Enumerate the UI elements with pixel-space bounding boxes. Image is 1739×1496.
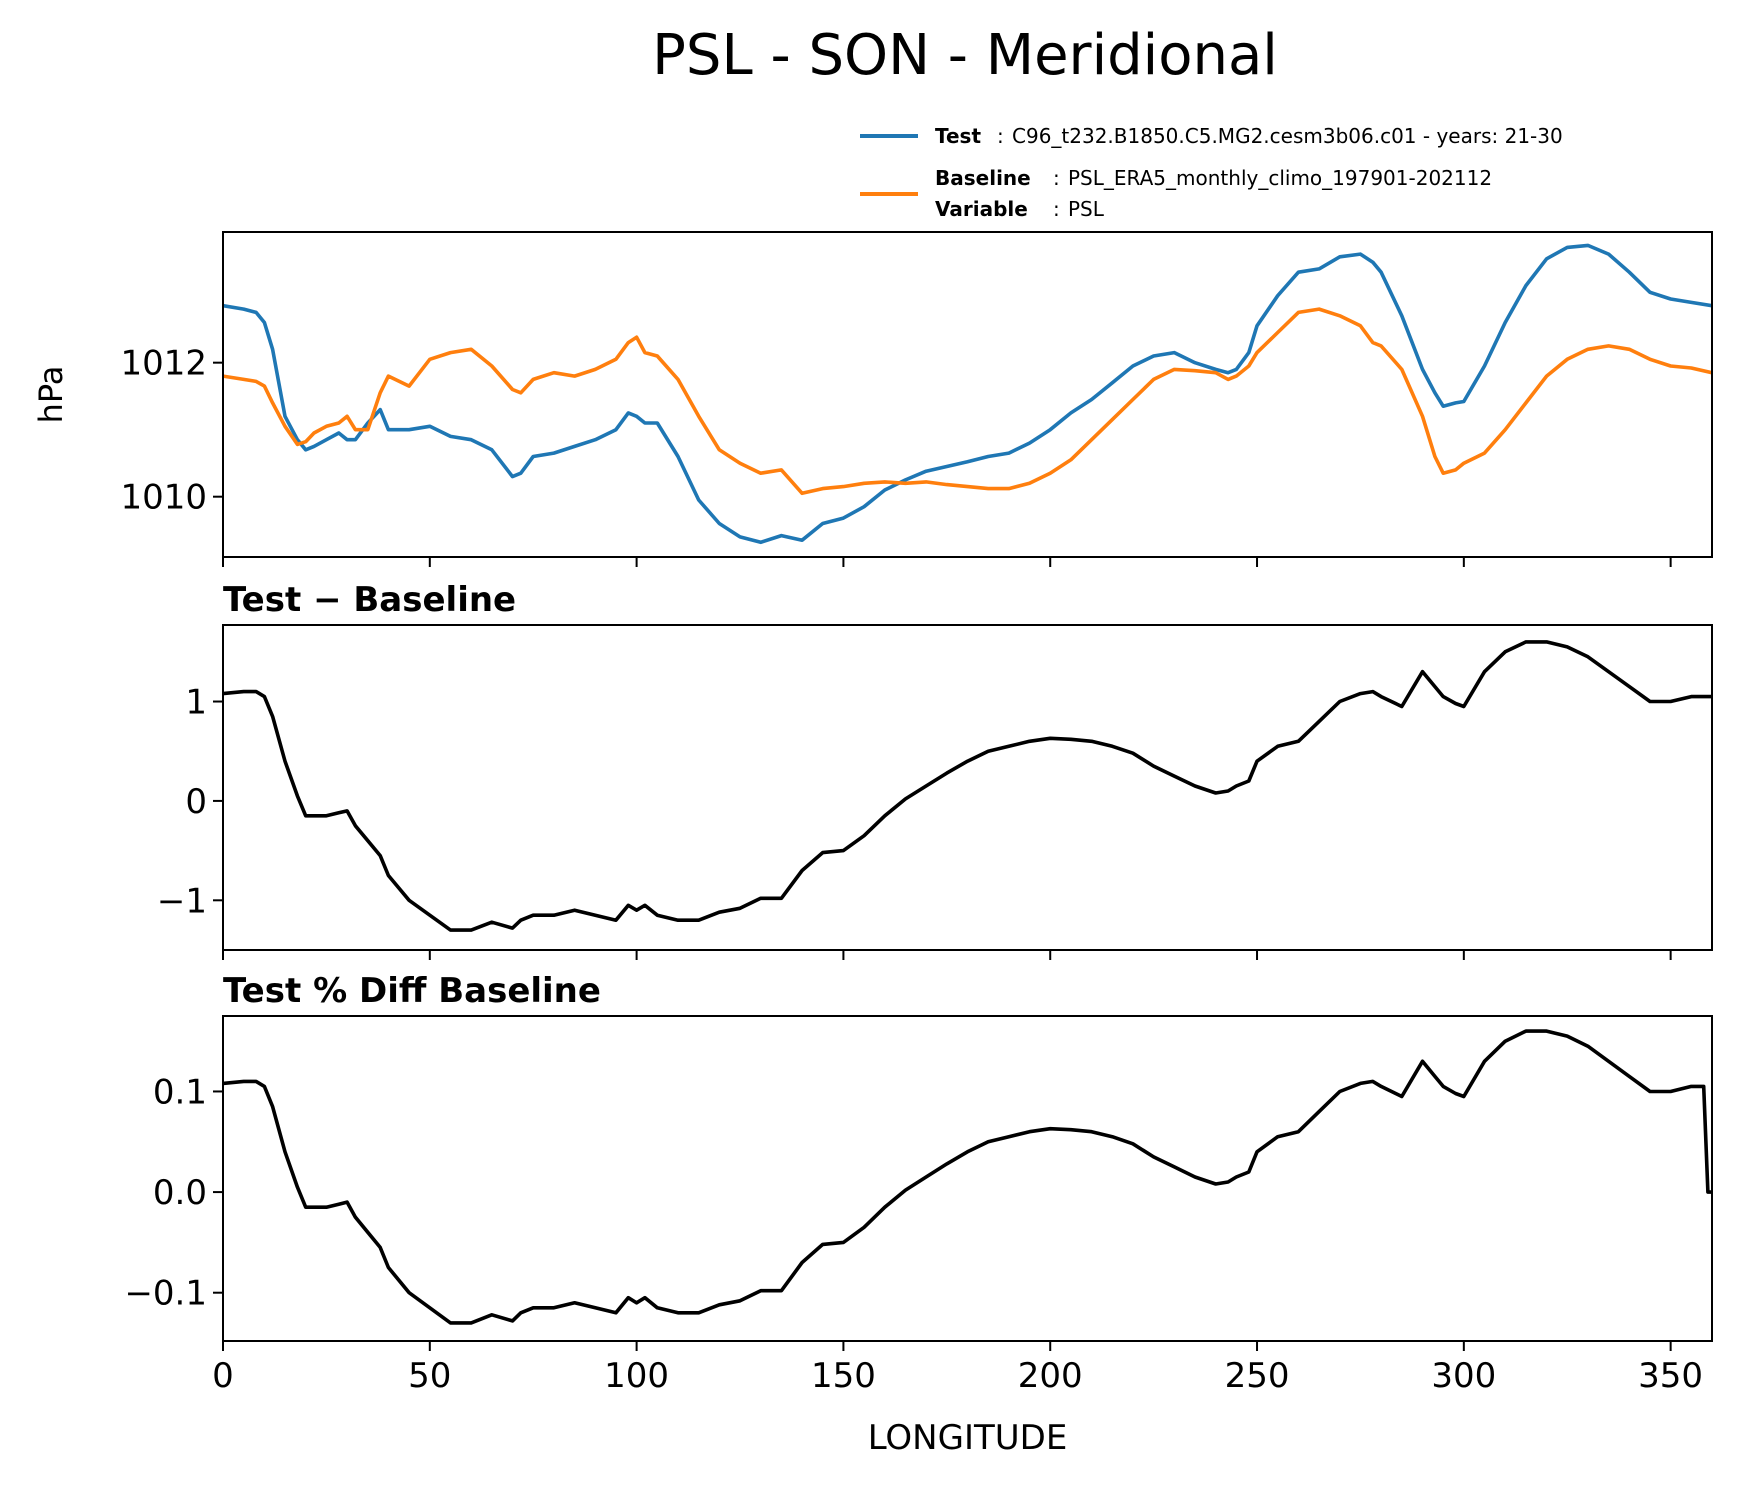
series-line-diff (223, 1029, 1712, 1325)
legend-variable-key: Variable (935, 197, 1028, 221)
y-tick-label: 0 (185, 782, 207, 822)
y-tick-label: 1010 (120, 478, 207, 518)
panel-title: Test % Diff Baseline (223, 971, 601, 1011)
panel-2: −1 0 1 Test − Baseline (157, 580, 1713, 960)
legend-variable-text: PSL (1068, 197, 1105, 221)
series-line-diff (223, 640, 1712, 932)
y-tick-label: 0.0 (153, 1173, 207, 1213)
legend-baseline-key: Baseline (935, 166, 1031, 190)
y-tick-label: −1 (157, 881, 207, 921)
legend-test-key: Test (935, 124, 981, 148)
y-tick-label: 0.1 (153, 1072, 207, 1112)
y-axis-label: hPa (32, 366, 70, 424)
x-tick-label: 150 (811, 1356, 876, 1396)
x-tick-label: 200 (1018, 1356, 1083, 1396)
x-tick-label: 350 (1638, 1356, 1703, 1396)
legend-baseline-text: PSL_ERA5_monthly_climo_197901-202112 (1068, 166, 1492, 190)
x-tick-label: 0 (212, 1356, 234, 1396)
x-tick-label: 300 (1431, 1356, 1496, 1396)
series-line-test (223, 243, 1712, 545)
y-tick-label: −0.1 (124, 1274, 207, 1314)
x-tick-label: 50 (408, 1356, 451, 1396)
panel-title: Test − Baseline (223, 580, 516, 620)
y-tick-label: 1 (185, 683, 207, 723)
axes-frame (222, 624, 1713, 951)
axes-frame (222, 231, 1713, 558)
legend-test-text: C96_t232.B1850.C5.MG2.cesm3b06.c01 - yea… (1012, 124, 1563, 148)
legend-baseline-sep: : (1053, 166, 1060, 190)
y-tick-label: 1012 (120, 344, 207, 384)
x-axis-label: LONGITUDE (868, 1418, 1068, 1458)
legend-variable-sep: : (1053, 197, 1060, 221)
panel-1: 1010 1012 hPa (32, 231, 1713, 567)
axes-frame (222, 1015, 1713, 1342)
series-line-baseline (223, 307, 1712, 496)
legend-test-sep: : (997, 124, 1004, 148)
figure-title: PSL - SON - Meridional (652, 23, 1278, 88)
legend: Test : C96_t232.B1850.C5.MG2.cesm3b06.c0… (860, 124, 1563, 221)
panel-3: 0 50 100 150 200 250 300 350 −0.1 0.0 0.1 Test % Di… (124, 971, 1713, 1458)
x-tick-label: 100 (604, 1356, 669, 1396)
x-tick-label: 250 (1225, 1356, 1290, 1396)
panels: 1010 1012 hPa −1 0 1 Test − Baseline 0 50 100 150 2… (32, 231, 1713, 1458)
